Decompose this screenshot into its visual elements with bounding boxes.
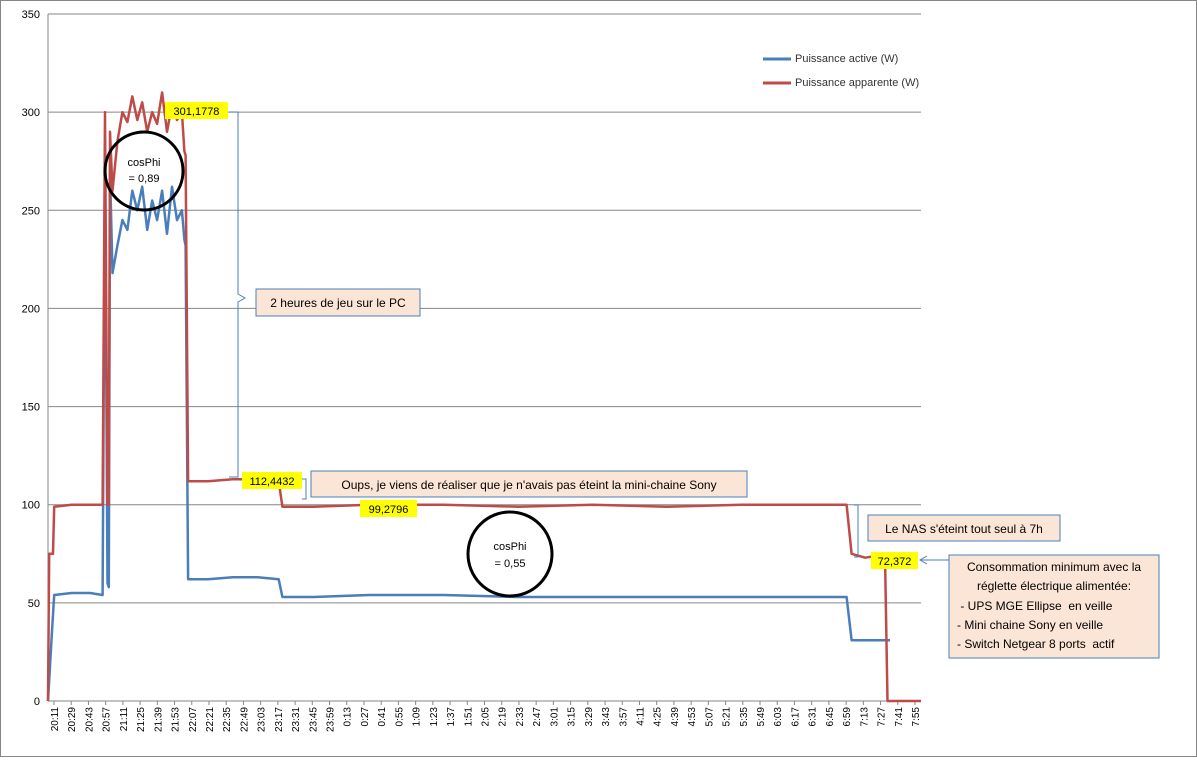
svg-text:= 0,89: = 0,89 bbox=[129, 173, 160, 185]
x-tick-label: 7:27 bbox=[877, 707, 888, 727]
x-tick-label: 22:49 bbox=[239, 707, 250, 732]
x-tick-label: 20:29 bbox=[67, 707, 78, 732]
x-tick-label: 22:35 bbox=[222, 707, 233, 732]
x-tick-label: 2:33 bbox=[515, 707, 526, 727]
svg-text:cosPhi: cosPhi bbox=[493, 541, 526, 553]
x-tick-label: 4:39 bbox=[670, 707, 681, 727]
x-tick-label: 6:59 bbox=[842, 707, 853, 727]
x-tick-label: 7:13 bbox=[859, 707, 870, 727]
x-tick-label: 2:19 bbox=[498, 707, 509, 727]
bracket-nas bbox=[854, 504, 859, 558]
svg-text:99,2796: 99,2796 bbox=[369, 504, 409, 516]
svg-text:Le NAS s'éteint tout seul à 7h: Le NAS s'éteint tout seul à 7h bbox=[885, 522, 1043, 536]
y-tick-label: 0 bbox=[34, 696, 40, 708]
x-tick-label: 22:21 bbox=[205, 707, 216, 732]
x-tick-label: 1:37 bbox=[446, 707, 457, 727]
x-tick-label: 0:55 bbox=[394, 707, 405, 727]
x-tick-label: 22:07 bbox=[188, 707, 199, 732]
y-tick-label: 200 bbox=[22, 303, 40, 315]
x-tick-label: 21:25 bbox=[136, 707, 147, 732]
arrow-minimum bbox=[918, 555, 949, 565]
series-line-active bbox=[46, 154, 890, 702]
x-tick-label: 5:49 bbox=[756, 707, 767, 727]
x-tick-label: 5:21 bbox=[722, 707, 733, 727]
y-tick-label: 100 bbox=[22, 500, 40, 512]
svg-text:- UPS MGE Ellipse en veille: - UPS MGE Ellipse en veille bbox=[957, 599, 1113, 613]
x-tick-label: 0:27 bbox=[360, 707, 371, 727]
x-tick-label: 0:41 bbox=[377, 707, 388, 727]
x-tick-label: 3:29 bbox=[584, 707, 595, 727]
x-tick-label: 6:31 bbox=[808, 707, 819, 727]
x-tick-label: 7:55 bbox=[911, 707, 922, 727]
x-tick-label: 20:11 bbox=[50, 707, 61, 732]
callout-oups: Oups, je viens de réaliser que je n'avai… bbox=[310, 470, 748, 498]
x-tick-label: 7:41 bbox=[894, 707, 905, 727]
svg-text:- Switch Netgear 8 ports acti: - Switch Netgear 8 ports actif bbox=[957, 637, 1115, 651]
x-tick-label: 4:11 bbox=[635, 707, 646, 726]
y-tick-label: 300 bbox=[22, 107, 40, 119]
x-tick-label: 3:43 bbox=[601, 707, 612, 727]
svg-text:réglette électrique alimentée:: réglette électrique alimentée: bbox=[977, 579, 1131, 593]
x-tick-label: 1:23 bbox=[429, 707, 440, 727]
svg-text:112,4432: 112,4432 bbox=[249, 476, 294, 488]
cosphi-circle-peak: cosPhi = 0,89 bbox=[103, 130, 185, 212]
svg-text:2 heures de jeu sur le PC: 2 heures de jeu sur le PC bbox=[270, 296, 406, 310]
x-tick-label: 6:17 bbox=[790, 707, 801, 727]
x-tick-label: 5:35 bbox=[739, 707, 750, 727]
x-tick-label: 1:51 bbox=[463, 707, 474, 727]
y-tick-label: 150 bbox=[22, 402, 40, 414]
x-tick-label: 21:53 bbox=[171, 707, 182, 732]
series-line-apparent bbox=[46, 91, 921, 703]
value-label-301: 301,1778 bbox=[165, 102, 228, 119]
svg-text:301,1778: 301,1778 bbox=[174, 106, 220, 118]
x-tick-label: 21:39 bbox=[153, 707, 164, 732]
value-label-112: 112,4432 bbox=[242, 472, 302, 489]
callout-minimum: Consommation minimum avec la réglette él… bbox=[948, 554, 1160, 659]
bracket-oups bbox=[302, 478, 307, 500]
x-tick-label: 3:57 bbox=[618, 707, 629, 727]
svg-text:Consommation minimum avec la: Consommation minimum avec la bbox=[967, 560, 1141, 574]
value-label-99: 99,2796 bbox=[360, 500, 417, 517]
x-tick-label: 3:15 bbox=[567, 707, 578, 727]
callout-game: 2 heures de jeu sur le PC bbox=[255, 288, 421, 317]
legend-label-apparent: Puissance apparente (W) bbox=[795, 77, 919, 89]
x-tick-label: 6:03 bbox=[773, 707, 784, 727]
x-tick-label: 23:17 bbox=[274, 707, 285, 732]
x-tick-label: 23:45 bbox=[308, 707, 319, 732]
legend-label-active: Puissance active (W) bbox=[795, 53, 898, 65]
x-tick-label: 5:07 bbox=[704, 707, 715, 727]
svg-text:cosPhi: cosPhi bbox=[127, 157, 160, 169]
x-tick-label: 21:11 bbox=[119, 707, 130, 732]
value-label-72: 72,372 bbox=[871, 552, 918, 569]
x-tick-label: 3:01 bbox=[549, 707, 560, 727]
y-tick-label: 250 bbox=[22, 205, 40, 217]
callout-nas: Le NAS s'éteint tout seul à 7h bbox=[867, 514, 1061, 542]
svg-text:Oups, je viens de réaliser que: Oups, je viens de réaliser que je n'avai… bbox=[341, 478, 716, 492]
plot-area bbox=[46, 91, 921, 703]
x-tick-label: 1:09 bbox=[412, 707, 423, 727]
x-tick-label: 4:25 bbox=[653, 707, 664, 727]
cosphi-circle-idle: cosPhi = 0,55 bbox=[466, 510, 554, 598]
x-tick-label: 2:47 bbox=[532, 707, 543, 727]
svg-text:- Mini chaine Sony en veille: - Mini chaine Sony en veille bbox=[957, 618, 1103, 632]
x-tick-label: 2:05 bbox=[481, 707, 492, 727]
bracket-game bbox=[229, 111, 247, 478]
legend: Puissance active (W) Puissance apparente… bbox=[763, 53, 919, 89]
x-tick-label: 23:31 bbox=[291, 707, 302, 732]
x-tick-label: 23:59 bbox=[326, 707, 337, 732]
svg-text:= 0,55: = 0,55 bbox=[495, 558, 526, 570]
y-tick-label: 50 bbox=[28, 598, 40, 610]
y-tick-label: 350 bbox=[22, 9, 40, 21]
x-tick-label: 4:53 bbox=[687, 707, 698, 727]
x-tick-label: 0:13 bbox=[343, 707, 354, 727]
axes: 0 50 100 150 200 250 300 350 20:11 20:29 20:43 20:5… bbox=[22, 9, 922, 732]
x-tick-label: 20:43 bbox=[84, 707, 95, 732]
x-tick-label: 6:45 bbox=[825, 707, 836, 727]
x-tick-label: 23:03 bbox=[257, 707, 268, 732]
x-tick-label: 20:57 bbox=[102, 707, 113, 732]
svg-text:72,372: 72,372 bbox=[878, 556, 912, 568]
